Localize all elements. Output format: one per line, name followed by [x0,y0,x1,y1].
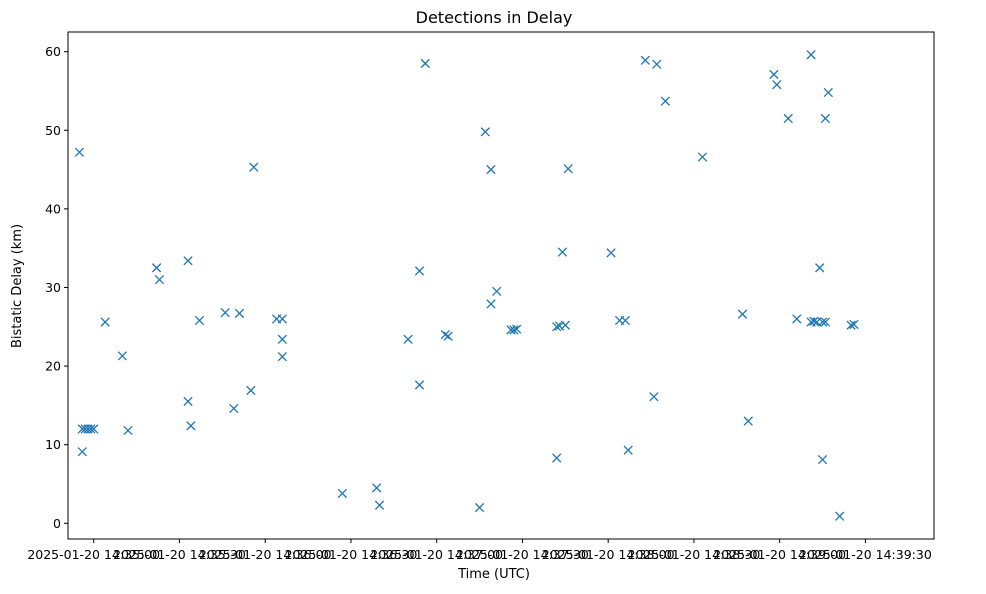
data-point-marker [74,147,85,157]
data-point-marker [820,317,831,327]
data-point-marker [403,334,413,345]
y-axis-label: Bistatic Delay (km) [10,224,25,348]
data-point-marker [443,331,453,341]
data-points [74,50,859,521]
data-point-marker [420,58,430,69]
data-point-marker [809,316,819,326]
y-tick-label: 10 [45,437,61,452]
data-point-marker [817,317,828,327]
data-point-marker [783,113,793,124]
data-point-marker [277,334,288,345]
data-point-marker [492,286,502,297]
data-point-marker [474,502,485,513]
data-point-marker [249,162,259,172]
x-tick-label: 2025-01-20 14:38:30 [628,547,761,562]
data-point-marker [100,317,110,327]
data-point-marker [372,483,382,493]
data-point-marker [509,325,519,335]
data-point-marker [652,59,662,69]
y-tick-label: 30 [45,280,61,295]
data-point-marker [563,164,573,174]
data-point-marker [77,447,87,457]
x-tick-label: 2025-01-20 14:35:00 [27,547,160,562]
y-axis: 0 10 20 30 40 50 60 [45,44,68,531]
data-point-marker [769,69,779,80]
y-tick-label: 50 [45,123,61,138]
plot-frame [67,31,935,540]
data-point-marker [552,322,562,332]
data-point-marker [86,424,96,434]
x-tick-label: 2025-01-20 14:37:30 [456,547,589,562]
data-point-marker [374,500,385,510]
data-point-marker [660,96,670,106]
data-point-marker [772,80,782,90]
x-tick-label: 2025-01-20 14:39:00 [713,547,846,562]
data-point-marker [414,266,425,276]
data-point-marker [234,308,245,319]
data-point-marker [220,307,230,318]
data-point-marker [194,315,205,326]
data-point-marker [557,247,568,257]
y-tick-label: 20 [45,359,61,374]
data-point-marker [512,324,522,334]
data-point-marker [806,50,816,60]
data-point-marker [183,396,193,407]
data-point-marker [640,55,650,65]
x-axis-label: Time (UTC) [457,567,530,582]
data-point-marker [552,453,562,463]
data-point-marker [154,274,165,285]
data-point-marker [620,315,630,326]
data-point-marker [229,403,239,414]
data-point-marker [89,424,99,434]
data-point-marker [743,416,753,426]
data-point-marker [123,425,133,436]
data-point-marker [151,263,162,273]
y-tick-label: 60 [45,44,61,59]
data-point-marker [697,152,708,162]
data-point-marker [823,87,833,98]
data-point-marker [849,319,859,330]
data-point-marker [486,299,496,309]
data-point-marker [277,314,288,324]
data-point-marker [414,380,425,390]
data-point-marker [820,113,831,124]
data-point-marker [606,248,616,258]
data-point-marker [835,511,845,521]
x-tick-label: 2025-01-20 14:36:00 [199,547,332,562]
x-tick-label: 2025-01-20 14:37:00 [370,547,503,562]
data-point-marker [623,445,633,455]
data-point-marker [560,320,570,330]
data-point-marker [737,309,748,319]
x-tick-label: 2025-01-20 14:38:00 [542,547,675,562]
data-point-marker [792,314,802,324]
chart-title: Detections in Delay [416,8,573,27]
data-point-marker [815,263,825,273]
x-tick-label: 2025-01-20 14:39:30 [799,547,932,562]
data-point-marker [246,385,256,396]
data-point-marker [486,164,496,175]
data-point-marker [817,454,828,465]
data-point-marker [186,421,196,431]
data-point-marker [277,351,288,362]
y-tick-label: 0 [53,516,61,531]
data-point-marker [846,320,856,330]
data-point-marker [183,256,193,266]
y-tick-label: 40 [45,201,61,216]
data-point-marker [480,127,490,137]
x-tick-label: 2025-01-20 14:35:30 [113,547,246,562]
data-point-marker [649,392,659,402]
data-point-marker [117,351,127,361]
x-tick-label: 2025-01-20 14:36:30 [285,547,418,562]
data-point-marker [337,488,348,499]
data-point-marker [440,329,450,340]
